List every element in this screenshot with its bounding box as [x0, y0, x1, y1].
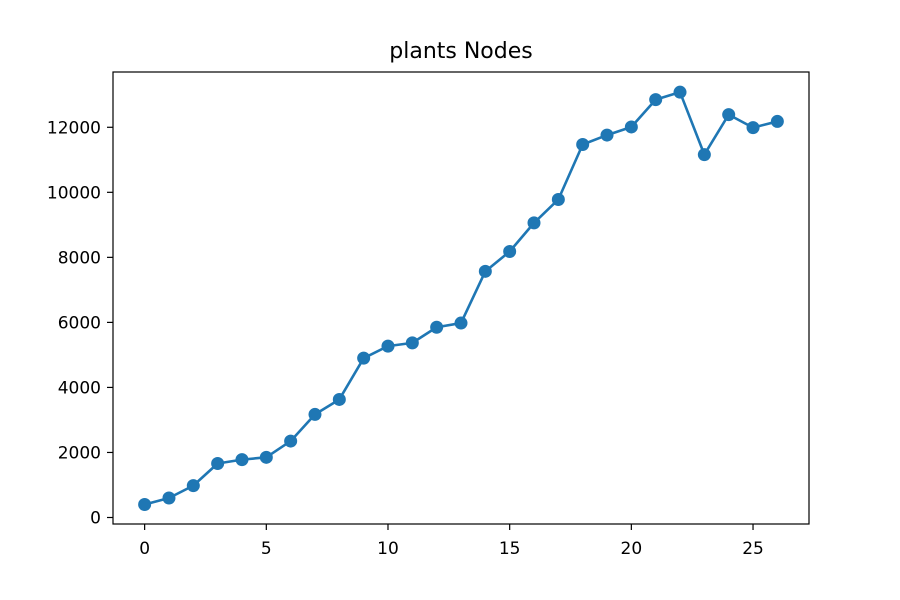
series-line: [144, 90, 778, 506]
data-point: [527, 216, 541, 230]
data-point: [454, 316, 468, 330]
x-tick-label: 10: [377, 539, 399, 559]
x-tick-label: 0: [139, 539, 150, 559]
data-point: [381, 339, 395, 353]
data-point: [722, 108, 736, 122]
y-tick-label: 4000: [58, 378, 101, 398]
x-axis: 0 5 10 15 20 25: [139, 524, 764, 559]
data-point: [478, 264, 492, 278]
y-tick-label: 12000: [47, 118, 101, 138]
data-point: [308, 407, 322, 421]
data-point: [746, 121, 760, 135]
data-point: [138, 497, 152, 511]
data-point: [649, 93, 663, 107]
x-tick-label: 20: [621, 539, 643, 559]
data-point: [259, 450, 273, 464]
data-point: [551, 192, 565, 206]
y-axis: 0 2000 4000 6000 8000 10000 12000: [47, 118, 113, 528]
y-tick-label: 8000: [58, 248, 101, 268]
x-tick-label: 25: [742, 539, 764, 559]
x-tick-label: 15: [499, 539, 521, 559]
data-point: [697, 148, 711, 162]
chart-title: plants Nodes: [389, 39, 532, 64]
axes-frame: [112, 71, 810, 525]
y-tick-label: 0: [90, 508, 101, 528]
data-point: [673, 85, 687, 99]
y-tick-label: 10000: [47, 183, 101, 203]
data-point: [235, 453, 249, 467]
y-tick-label: 6000: [58, 313, 101, 333]
data-point: [430, 320, 444, 334]
data-point: [624, 120, 638, 134]
data-point: [503, 244, 517, 258]
data-point: [284, 434, 298, 448]
y-tick-label: 2000: [58, 443, 101, 463]
data-point: [576, 138, 590, 152]
x-tick-label: 5: [261, 539, 272, 559]
data-point: [405, 336, 419, 350]
data-point: [186, 479, 200, 493]
data-point: [600, 128, 614, 142]
data-point: [357, 351, 371, 365]
data-point: [332, 392, 346, 406]
data-point: [211, 457, 225, 471]
data-point: [770, 114, 784, 128]
plot-area: [138, 85, 784, 511]
data-point: [162, 491, 176, 505]
